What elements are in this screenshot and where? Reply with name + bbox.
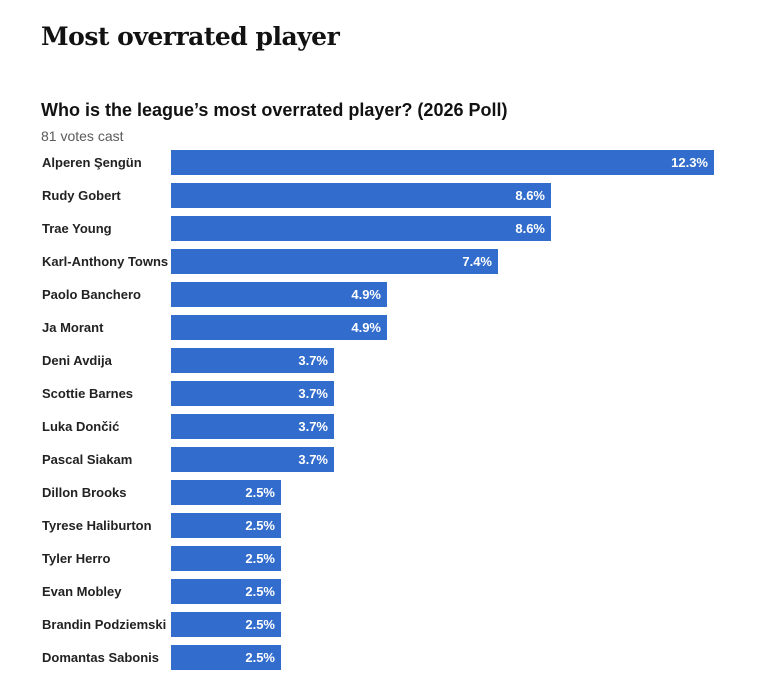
bar-label: Scottie Barnes	[42, 386, 134, 401]
bar-value-label: 7.4%	[462, 254, 492, 269]
bar: 7.4%	[171, 249, 498, 274]
bar-value-label: 3.7%	[298, 353, 328, 368]
bar-label: Dillon Brooks	[42, 485, 127, 500]
bar-label: Brandin Podziemski	[42, 617, 167, 632]
bar-label: Alperen Şengün	[42, 155, 142, 170]
chart-subtitle: 81 votes cast	[41, 128, 124, 144]
bar-value-label: 2.5%	[245, 518, 275, 533]
bar: 12.3%	[171, 150, 714, 175]
bar-label: Paolo Banchero	[42, 287, 141, 302]
bar: 8.6%	[171, 216, 551, 241]
bar-label: Ja Morant	[42, 320, 104, 335]
bar: 3.7%	[171, 447, 334, 472]
bar-label: Domantas Sabonis	[42, 650, 160, 665]
bar: 2.5%	[171, 480, 281, 505]
bar-label: Tyler Herro	[42, 551, 111, 566]
bar-value-label: 2.5%	[245, 617, 275, 632]
bar-label: Karl-Anthony Towns	[42, 254, 169, 269]
bar: 4.9%	[171, 315, 387, 340]
bar: 3.7%	[171, 348, 334, 373]
bar-value-label: 4.9%	[351, 320, 381, 335]
bar-value-label: 12.3%	[671, 155, 708, 170]
bar-value-label: 8.6%	[515, 221, 545, 236]
chart-title: Who is the league’s most overrated playe…	[41, 100, 508, 120]
bar-value-label: 3.7%	[298, 452, 328, 467]
bar-label: Luka Dončić	[42, 419, 120, 434]
bar-value-label: 4.9%	[351, 287, 381, 302]
bar-label: Pascal Siakam	[42, 452, 133, 467]
bar-label: Evan Mobley	[42, 584, 122, 599]
bar-value-label: 2.5%	[245, 485, 275, 500]
bar: 3.7%	[171, 414, 334, 439]
bar: 3.7%	[171, 381, 334, 406]
bar-value-label: 8.6%	[515, 188, 545, 203]
bar: 4.9%	[171, 282, 387, 307]
bar-label: Rudy Gobert	[42, 188, 121, 203]
bar-label: Deni Avdija	[42, 353, 112, 368]
bar-label: Trae Young	[42, 221, 112, 236]
bar: 2.5%	[171, 612, 281, 637]
bar: 2.5%	[171, 546, 281, 571]
bar-value-label: 3.7%	[298, 419, 328, 434]
bar: 8.6%	[171, 183, 551, 208]
bar-label: Tyrese Haliburton	[42, 518, 152, 533]
bar-value-label: 2.5%	[245, 650, 275, 665]
bar: 2.5%	[171, 645, 281, 670]
bar: 2.5%	[171, 579, 281, 604]
bar-value-label: 2.5%	[245, 584, 275, 599]
bar: 2.5%	[171, 513, 281, 538]
page-title: Most overrated player	[41, 22, 340, 51]
bar-value-label: 3.7%	[298, 386, 328, 401]
bar-value-label: 2.5%	[245, 551, 275, 566]
